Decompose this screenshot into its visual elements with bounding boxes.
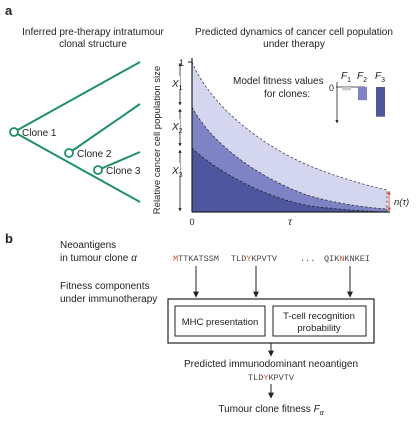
x-tick-tau: τ (288, 217, 293, 228)
tree-title-line1: Inferred pre-therapy intratumour (22, 27, 164, 38)
x1-label: X1 (171, 79, 183, 92)
x-tick-zero: 0 (189, 217, 194, 227)
dynamics-title-line1: Predicted dynamics of cancer cell popula… (195, 27, 393, 38)
fitness-bar-f2 (358, 87, 367, 101)
tree-branch-clone2-up (68, 103, 141, 154)
fitness-bar-f1 (342, 87, 351, 91)
clone2-node (64, 148, 74, 158)
x1-label-bg (170, 76, 180, 90)
predicted-neoantigen-seq: TLDYKPVTV (248, 373, 295, 383)
clone3-label: Clone 3 (106, 166, 141, 177)
n-tau-label: n(τ) (394, 197, 409, 208)
neoantigen-seq-2: TLDYKPVTV (231, 254, 278, 264)
neoantigen-seq-1: MTTKATSSM (173, 254, 219, 264)
fitness-bars (342, 87, 385, 117)
tree-branch-trunk-up (13, 61, 141, 133)
fitness-f2-label: F2 (357, 71, 367, 84)
neoantigen-seq-3: QIKNKNKEI (324, 254, 370, 264)
fitness-components-line2: under immunotherapy (60, 294, 157, 305)
clone3-node (93, 165, 103, 175)
x3-label: X3 (171, 166, 183, 179)
x2-label-bg (170, 119, 180, 133)
fitness-f3-label: F3 (375, 71, 385, 84)
tcell-recognition-box (272, 305, 367, 337)
fitness-f1-label: F1 (341, 71, 351, 84)
tree-branch-trunk-down (13, 131, 141, 203)
x2-label: X2 (171, 122, 183, 135)
band-clone3-area (191, 147, 388, 213)
predicted-neoantigen-label: Predicted immunodominant neoantigen (184, 359, 358, 370)
clone2-label: Clone 2 (77, 149, 112, 160)
fitness-zero-label: 0 (329, 83, 334, 93)
neoantigen-ellipsis: ... (300, 254, 315, 264)
clone1-node (9, 127, 19, 137)
tree-branch-clone3-up (97, 151, 141, 171)
fitness-title-line2: for clones: (264, 89, 310, 100)
panel-b-letter: b (5, 231, 13, 246)
tcell-recognition-line2: probability (297, 323, 341, 334)
tcell-recognition-line1: T-cell recognition (283, 311, 355, 322)
clonal-tree (13, 61, 141, 203)
clone1-label: Clone 1 (22, 128, 57, 139)
neoantigens-label-line1: Neoantigens (60, 240, 116, 251)
mhc-presentation-box (174, 305, 266, 337)
tree-title-line2: clonal structure (59, 39, 127, 50)
fitness-title-line1: Model fitness values (233, 76, 324, 87)
dynamics-title-line2: under therapy (263, 39, 325, 50)
mhc-presentation-label: MHC presentation (182, 317, 259, 328)
neoantigens-label-line2: in tumour clone α (60, 253, 137, 264)
fitness-bar-f3 (376, 87, 385, 117)
y-axis-label: Relative cancer cell population size (152, 66, 163, 214)
x3-label-bg (170, 163, 180, 177)
fitness-components-line1: Fitness components (60, 281, 150, 292)
panel-a-letter: a (5, 3, 13, 18)
tumour-clone-fitness-label: Tumour clone fitness Fα (218, 404, 324, 417)
